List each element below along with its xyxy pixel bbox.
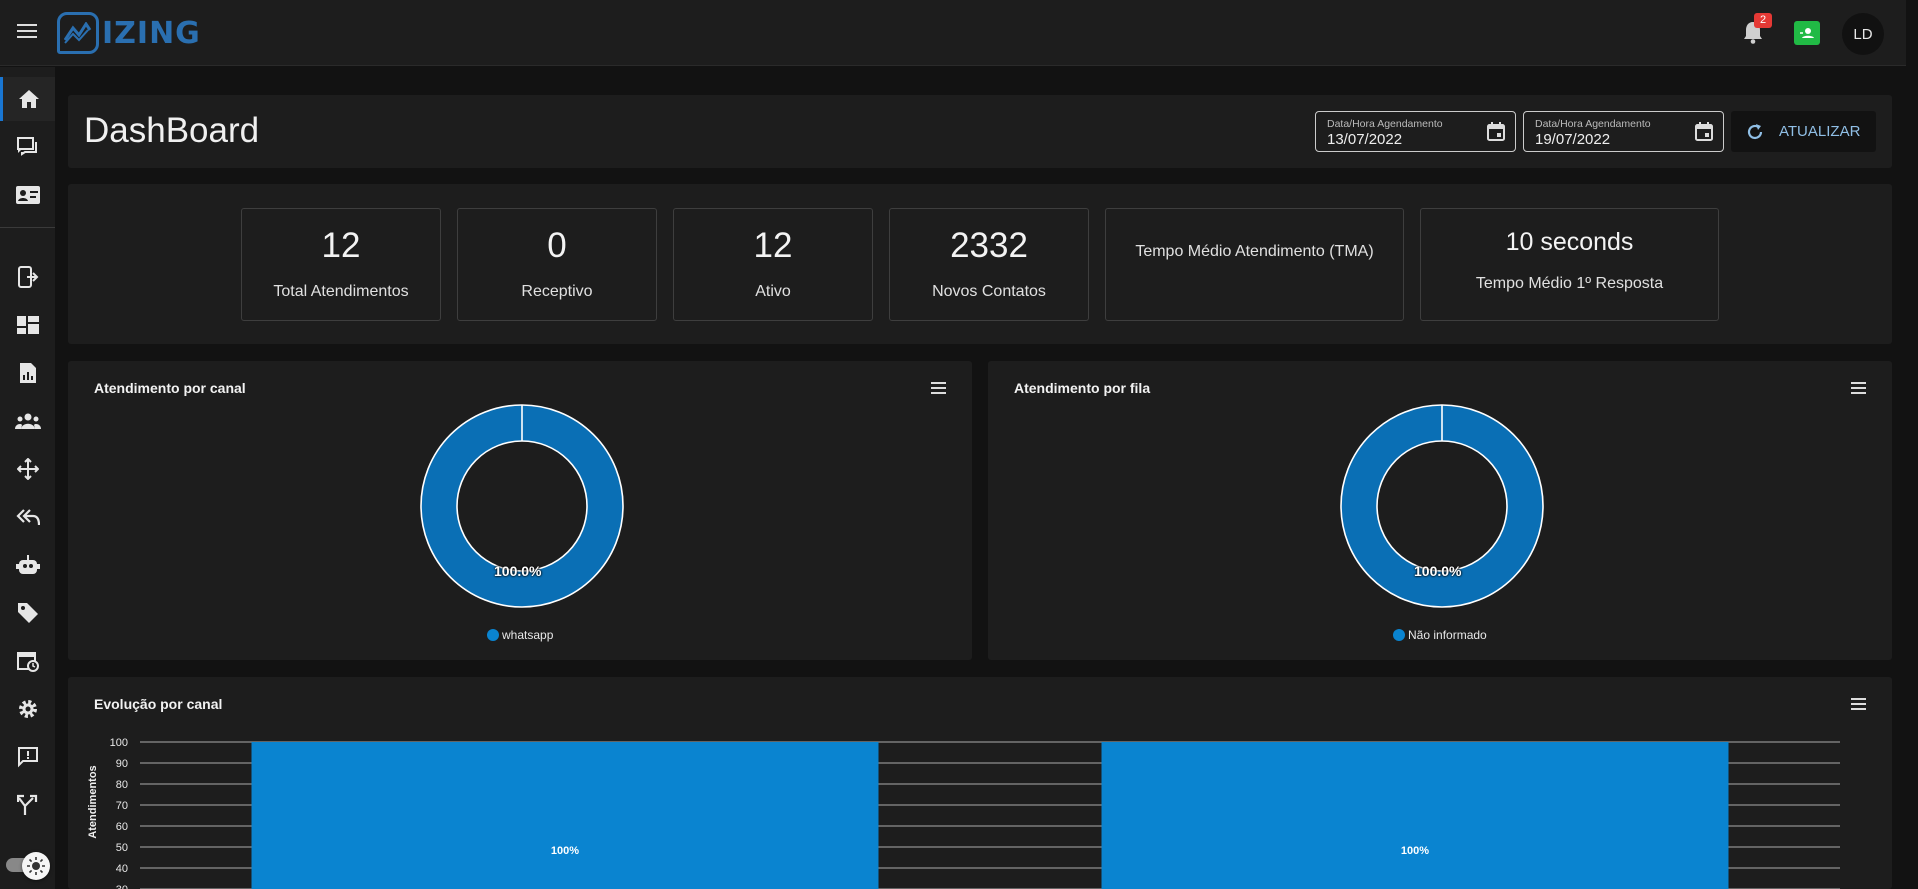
bar-data-label: 100% [1401, 845, 1429, 857]
date-end-label: Data/Hora Agendamento [1535, 118, 1651, 130]
stat-value: 2332 [950, 226, 1028, 265]
stat-label: Total Atendimentos [273, 283, 409, 300]
notification-badge: 2 [1754, 13, 1772, 28]
dashboard-header-panel [68, 95, 1892, 168]
stat-value: 10 seconds [1505, 228, 1634, 256]
date-start-field[interactable]: Data/Hora Agendamento 13/07/2022 [1315, 111, 1516, 152]
update-button-label: ATUALIZAR [1779, 123, 1861, 140]
home-icon[interactable] [0, 77, 55, 121]
legend-label: whatsapp [502, 628, 554, 642]
legend-item-whatsapp[interactable]: whatsapp [487, 628, 553, 642]
stats-panel [68, 184, 1892, 344]
menu-toggle-icon[interactable] [14, 20, 40, 46]
stat-label: Receptivo [521, 283, 593, 300]
y-tick-label: 70 [116, 800, 128, 812]
chart-menu-icon[interactable] [1851, 382, 1867, 396]
stat-card-novos-contatos: 2332 Novos Contatos [889, 208, 1089, 321]
top-header: IZING 2 LD [0, 0, 1906, 66]
bar[interactable] [251, 742, 879, 889]
api-fork-icon[interactable] [0, 783, 55, 827]
donut-data-label: 100.0% [494, 563, 542, 579]
date-end-field[interactable]: Data/Hora Agendamento 19/07/2022 [1523, 111, 1724, 152]
chatbot-robot-icon[interactable] [0, 543, 55, 587]
stat-label: Novos Contatos [932, 283, 1046, 300]
stat-card-first-response: 10 seconds Tempo Médio 1º Resposta [1420, 208, 1719, 321]
donut-chart-channel [420, 404, 624, 608]
bar-chart-evolution: Atendimentos 100 90 80 70 60 50 40 30 100% 100% [87, 737, 1840, 889]
logo-text: IZING [102, 15, 201, 51]
y-axis-label: Atendimentos [87, 765, 99, 838]
settings-gear-icon[interactable] [0, 687, 55, 731]
stat-card-tma: Tempo Médio Atendimento (TMA) [1105, 208, 1404, 321]
users-group-icon[interactable] [0, 399, 55, 443]
sun-icon [22, 852, 50, 880]
stat-value: 12 [753, 226, 793, 265]
bar-data-label: 100% [551, 845, 579, 857]
stat-card-total: 12 Total Atendimentos [241, 208, 441, 321]
stat-card-ativo: 12 Ativo [673, 208, 873, 321]
y-tick-label: 60 [116, 821, 128, 833]
chart-title: Evolução por canal [94, 696, 223, 712]
y-tick-label: 90 [116, 758, 128, 770]
app-logo[interactable]: IZING [57, 12, 201, 54]
page-title: DashBoard [84, 111, 260, 150]
refresh-icon [1747, 123, 1763, 139]
donut-chart-queue [1340, 404, 1544, 608]
stat-label: Ativo [755, 283, 791, 300]
donut-data-label: 100.0% [1414, 563, 1462, 579]
queues-arrows-icon[interactable] [0, 447, 55, 491]
chart-menu-icon[interactable] [931, 382, 947, 396]
feedback-message-icon[interactable] [0, 735, 55, 779]
sidebar [0, 67, 55, 889]
update-button[interactable]: ATUALIZAR [1731, 111, 1876, 152]
stat-label: Tempo Médio 1º Resposta [1475, 275, 1664, 292]
dashboard-panels-icon[interactable] [0, 303, 55, 347]
chart-title: Atendimento por canal [94, 380, 246, 396]
stat-value: 12 [321, 226, 361, 265]
y-tick-label: 50 [116, 842, 128, 854]
quick-replies-icon[interactable] [0, 495, 55, 539]
date-end-value[interactable]: 19/07/2022 [1535, 131, 1611, 148]
chart-title: Atendimento por fila [1014, 380, 1151, 396]
tags-icon[interactable] [0, 591, 55, 635]
calendar-icon[interactable] [1486, 122, 1506, 147]
stat-label: Tempo Médio Atendimento (TMA) [1135, 243, 1374, 260]
legend-dot [1393, 629, 1405, 641]
y-tick-label: 30 [116, 884, 128, 889]
logo-mark-icon [57, 12, 99, 54]
legend-label: Não informado [1408, 628, 1487, 642]
chat-icon[interactable] [0, 125, 55, 169]
legend-dot [487, 629, 499, 641]
schedule-calendar-icon[interactable] [0, 639, 55, 683]
chart-menu-icon[interactable] [1851, 698, 1867, 712]
y-tick-label: 100 [110, 737, 128, 749]
contacts-card-icon[interactable] [0, 173, 55, 217]
user-avatar[interactable]: LD [1842, 13, 1884, 55]
y-tick-label: 40 [116, 863, 128, 875]
legend-item-nao-informado[interactable]: Não informado [1393, 628, 1487, 642]
date-start-value[interactable]: 13/07/2022 [1327, 131, 1403, 148]
bar[interactable] [1101, 742, 1729, 889]
connection-status-icon[interactable] [1794, 21, 1820, 45]
date-start-label: Data/Hora Agendamento [1327, 118, 1443, 130]
theme-toggle-switch[interactable] [2, 852, 52, 880]
channel-connect-icon[interactable] [0, 255, 55, 299]
y-tick-label: 80 [116, 779, 128, 791]
calendar-icon[interactable] [1694, 122, 1714, 147]
sidebar-divider [0, 227, 55, 228]
stat-value: 0 [547, 226, 567, 265]
report-icon[interactable] [0, 351, 55, 395]
stat-card-receptivo: 0 Receptivo [457, 208, 657, 321]
